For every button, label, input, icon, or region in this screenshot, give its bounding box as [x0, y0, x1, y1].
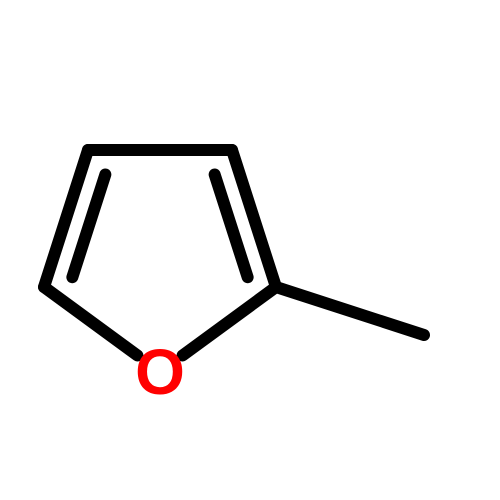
bond-layer: [44, 150, 424, 355]
atom-label-layer: O: [135, 336, 185, 408]
bond-O-C2: [183, 287, 276, 355]
atom-label-O: O: [135, 336, 185, 408]
bond-C5-O: [44, 287, 137, 355]
molecule-diagram: O: [0, 0, 500, 500]
bond-C2-C6: [276, 287, 424, 335]
